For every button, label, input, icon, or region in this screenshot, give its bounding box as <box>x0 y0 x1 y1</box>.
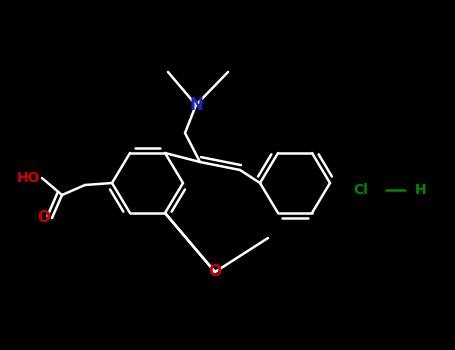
Text: Cl: Cl <box>353 183 368 197</box>
Text: HO: HO <box>16 171 40 185</box>
Text: N: N <box>189 96 203 114</box>
Text: O: O <box>37 210 50 225</box>
Text: O: O <box>208 265 222 280</box>
Text: H: H <box>415 183 427 197</box>
